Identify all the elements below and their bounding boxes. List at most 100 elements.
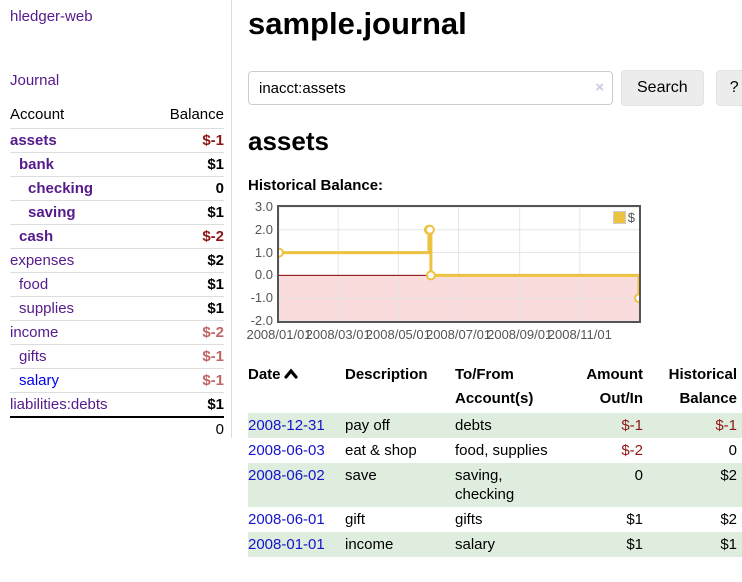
transaction-accounts: salary	[455, 532, 553, 557]
column-header-amount: Amount Out/In	[586, 366, 643, 407]
account-link-cash[interactable]: cash	[19, 228, 54, 245]
account-balance: $-2	[147, 224, 224, 249]
search-input[interactable]	[248, 71, 613, 105]
account-link-food[interactable]: food	[19, 276, 49, 293]
account-heading: assets	[248, 126, 329, 156]
transaction-accounts: food, supplies	[455, 442, 548, 459]
account-balance: $1	[147, 296, 224, 321]
y-axis-tick-label: -2.0	[250, 313, 273, 328]
x-axis-tick-label: 2008/07/01	[425, 327, 492, 342]
column-header-balance: Historical Balance	[668, 366, 737, 407]
account-row-supplies: supplies $1	[10, 296, 224, 321]
sidebar: hledger-web Journal Account Balance asse…	[0, 0, 232, 441]
transaction-description: pay off	[345, 413, 455, 438]
main-content: sample.journal × Search ? assets Histori…	[232, 0, 742, 557]
account-balance: $-1	[147, 344, 224, 369]
account-link-salary[interactable]: salary	[19, 372, 60, 389]
x-axis-tick-label: 2008/11/01	[547, 327, 612, 342]
accounts-header-account: Account	[10, 106, 65, 123]
chart-canvas	[279, 207, 639, 321]
register-row: 2008-06-03 eat & shop food, supplies $-2…	[248, 438, 742, 463]
transaction-description: income	[345, 532, 455, 557]
account-balance: $-1	[147, 128, 224, 153]
register-header-row: Date Description To/From Account(s) Amou…	[248, 361, 742, 413]
accounts-total-row: 0	[10, 416, 224, 441]
y-axis-tick-label: 3.0	[254, 199, 273, 214]
transaction-balance: $-1	[648, 413, 742, 438]
account-link-bank[interactable]: bank	[19, 156, 55, 173]
account-row-expenses: expenses $2	[10, 248, 224, 273]
transaction-date-link[interactable]: 2008-06-03	[248, 442, 325, 459]
account-row-food: food $1	[10, 272, 224, 297]
transaction-balance: 0	[728, 442, 737, 459]
sort-ascending-icon	[283, 368, 298, 379]
account-row-gifts: gifts $-1	[10, 344, 224, 369]
historical-balance-chart: 3.0 2.0 1.0 0.0 -1.0 -2.0 $ 2008/01/01 2008/03…	[246, 199, 742, 349]
register-row: 2008-12-31 pay off debts $-1 $-1	[248, 413, 742, 438]
account-balance: $1	[147, 392, 224, 417]
brand-link[interactable]: hledger-web	[10, 8, 93, 25]
transaction-amount: 0	[553, 463, 648, 507]
account-link-liabilities-debts[interactable]: liabilities:debts	[10, 396, 108, 413]
account-row-cash: cash $-2	[10, 224, 224, 249]
search-button[interactable]: Search	[621, 70, 704, 106]
transaction-accounts: saving, checking	[455, 463, 553, 507]
account-link-checking[interactable]: checking	[28, 180, 94, 197]
transaction-balance: $2	[720, 511, 737, 528]
transaction-description: gift	[345, 511, 366, 528]
column-header-date[interactable]: Date	[248, 361, 345, 413]
legend-label: $	[627, 210, 635, 225]
chart-legend: $	[610, 209, 637, 226]
transaction-date-link[interactable]: 2008-06-01	[248, 511, 325, 528]
register-row: 2008-01-01 income salary $1 $1	[248, 532, 742, 557]
x-axis-tick-label: 2008/09/01	[487, 327, 553, 342]
account-row-income: income $-2	[10, 320, 224, 345]
account-balance: 0	[147, 176, 224, 201]
x-axis-tick-label: 2008/01/01	[246, 327, 312, 342]
account-balance: $-1	[147, 368, 224, 393]
register-row: 2008-06-01 gift gifts $1 $2	[248, 507, 742, 532]
account-balance: $1	[147, 200, 224, 225]
accounts-header-row: Account Balance	[10, 102, 224, 129]
page-title: sample.journal	[248, 6, 467, 41]
transaction-description: eat & shop	[345, 442, 417, 459]
account-row-assets: assets $-1	[10, 128, 224, 153]
account-row-saving: saving $1	[10, 200, 224, 225]
account-balance: $-2	[147, 320, 224, 345]
x-axis-tick-label: 2008/05/01	[365, 327, 431, 342]
accounts-table: Account Balance assets $-1 bank $1 check…	[10, 102, 224, 441]
help-button[interactable]: ?	[715, 70, 742, 106]
y-axis-tick-label: -1.0	[250, 290, 273, 306]
account-link-gifts[interactable]: gifts	[19, 348, 47, 365]
y-axis: 3.0 2.0 1.0 0.0 -1.0 -2.0	[248, 199, 273, 328]
page: hledger-web Journal Account Balance asse…	[0, 0, 742, 557]
x-axis-tick-label: 2008/03/01	[305, 327, 371, 342]
sidebar-item-journal[interactable]: Journal	[10, 72, 60, 89]
account-balance: $1	[147, 152, 224, 177]
register-row: 2008-06-02 save saving, checking 0 $2	[248, 463, 742, 507]
account-link-expenses[interactable]: expenses	[10, 252, 75, 269]
register-table: Date Description To/From Account(s) Amou…	[248, 361, 742, 557]
account-row-salary: salary $-1	[10, 368, 224, 393]
account-row-liabilities-debts: liabilities:debts $1	[10, 392, 224, 417]
account-row-bank: bank $1	[10, 152, 224, 177]
transaction-date-link[interactable]: 2008-06-02	[248, 467, 325, 484]
transaction-description: save	[345, 463, 455, 507]
transaction-accounts: gifts	[455, 511, 483, 528]
clear-search-icon[interactable]: ×	[595, 79, 604, 96]
transaction-date-link[interactable]: 2008-01-01	[248, 536, 325, 553]
y-axis-tick-label: 1.0	[254, 244, 273, 260]
y-axis-tick-label: 0.0	[254, 267, 273, 283]
column-header-description: Description	[345, 366, 428, 383]
column-header-accounts: To/From Account(s)	[455, 366, 534, 407]
transaction-amount: $1	[553, 532, 648, 557]
account-link-income[interactable]: income	[10, 324, 59, 341]
account-link-saving[interactable]: saving	[28, 204, 76, 221]
transaction-accounts: debts	[455, 413, 553, 438]
account-row-checking: checking 0	[10, 176, 224, 201]
transaction-date-link[interactable]: 2008-12-31	[248, 417, 325, 434]
account-balance: $2	[147, 248, 224, 273]
account-link-supplies[interactable]: supplies	[19, 300, 75, 317]
account-link-assets[interactable]: assets	[10, 132, 57, 149]
chart-title: Historical Balance:	[248, 177, 384, 194]
